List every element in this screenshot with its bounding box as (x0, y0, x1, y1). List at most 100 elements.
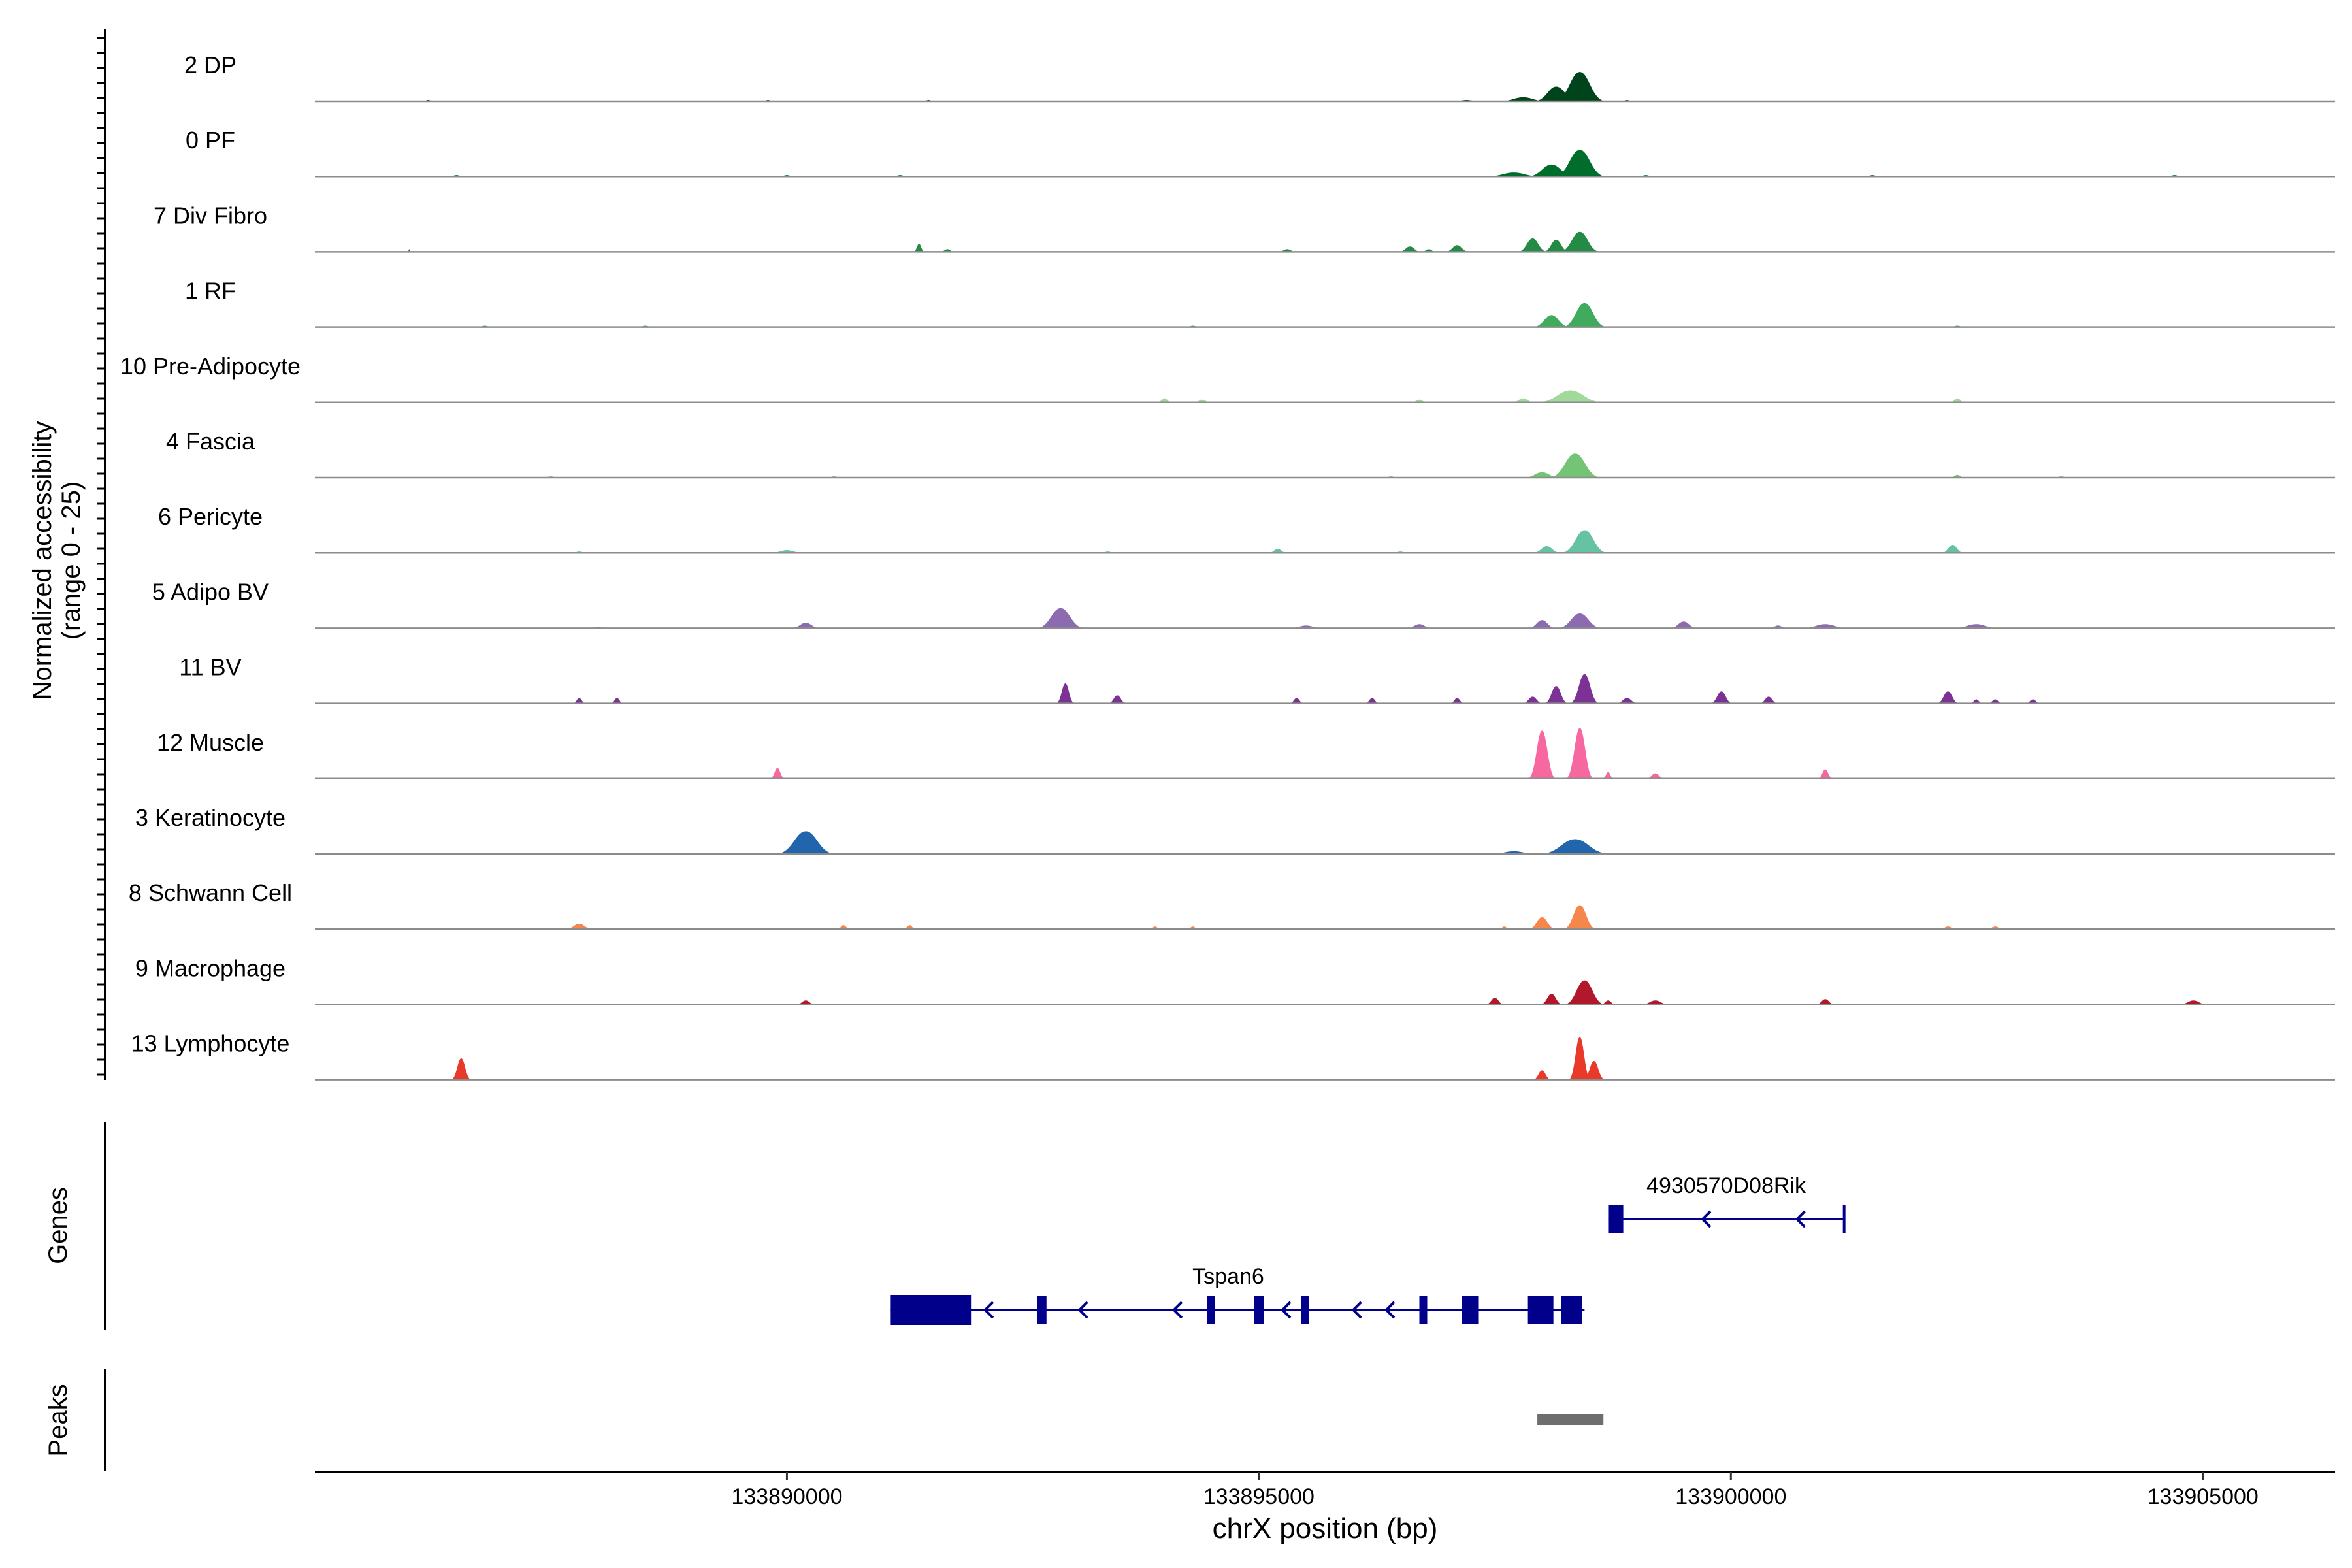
strand-arrow (1384, 1301, 1396, 1319)
coverage-peak (1364, 698, 1380, 704)
strand-arrow (983, 1301, 994, 1319)
track-label: 7 Div Fibro (154, 202, 267, 229)
strand-arrow (1464, 1301, 1476, 1319)
track-1: 0 PF (186, 127, 2335, 178)
coverage-peak (1056, 683, 1075, 704)
track-8: 11 BV (179, 654, 2335, 704)
coverage-peak (1969, 699, 1984, 704)
track-label: 2 DP (184, 52, 237, 78)
strand-arrow (1171, 1301, 1183, 1319)
strand-arrow (1281, 1301, 1292, 1319)
track-5: 4 Fascia (166, 428, 2335, 479)
coverage-peak (1816, 999, 1835, 1005)
coverage-peak (1557, 613, 1603, 629)
track-label: 9 Macrophage (135, 955, 286, 981)
coverage-peak (1485, 998, 1505, 1005)
peak-regions (1537, 1414, 1604, 1425)
coverage-peak (796, 1000, 815, 1005)
track-13: 13 Lymphocyte (131, 1030, 2335, 1081)
y-axis-title-line-2: (range 0 - 25) (57, 482, 86, 640)
coverage-peak (1527, 164, 1576, 177)
coverage-peak (1512, 398, 1535, 402)
coverage-peak (1522, 696, 1543, 704)
coverage-peak (1527, 917, 1556, 930)
coverage-peak (1569, 674, 1600, 704)
coverage-peak (451, 1058, 472, 1080)
gene-exon (1462, 1296, 1479, 1324)
coverage-peak (1533, 86, 1579, 101)
coverage-peak (1398, 246, 1422, 252)
track-label: 12 Muscle (157, 729, 264, 756)
track-label: 5 Adipo BV (152, 578, 269, 605)
gene-exon (1419, 1296, 1428, 1324)
coverage-peak (1539, 839, 1611, 854)
coverage-peak (1449, 698, 1465, 704)
track-4: 10 Pre-Adipocyte (120, 353, 2335, 404)
coverage-peak (1553, 150, 1607, 177)
coverage-peak (1532, 315, 1571, 327)
y-axis-title-line-1: Normalized accessibility (28, 421, 57, 700)
coverage-peak (1036, 608, 1086, 629)
gene-exon (1561, 1296, 1582, 1324)
x-tick-label: 133905000 (2148, 1484, 2259, 1509)
coverage-peak (903, 925, 917, 930)
track-3: 1 RF (185, 278, 2335, 328)
coverage-peak (1548, 453, 1602, 478)
gene-0: 4930570D08Rik (1608, 1173, 1846, 1233)
coverage-peak (1559, 231, 1601, 252)
coverage-peak (1710, 691, 1733, 704)
gene-annotations: 4930570D08Rik Tspan6 (890, 1173, 1846, 1325)
x-tick-label: 133900000 (1675, 1484, 1786, 1509)
coverage-peak (1107, 695, 1127, 704)
gene-exon (1254, 1296, 1264, 1324)
coverage-peak (776, 831, 836, 854)
coverage-peak (610, 698, 624, 704)
track-label: 8 Schwann Cell (129, 879, 292, 906)
coverage-peak (1563, 980, 1606, 1005)
coverage-peak (1952, 624, 2001, 629)
gene-exon (1301, 1296, 1309, 1324)
track-11: 8 Schwann Cell (129, 879, 2335, 930)
gene-exon (1608, 1205, 1624, 1233)
coverage-peak (1563, 905, 1597, 930)
track-label: 13 Lymphocyte (131, 1030, 290, 1057)
track-7: 5 Adipo BV (152, 578, 2335, 629)
coverage-peak (1445, 245, 1470, 252)
coverage-peak (1527, 620, 1556, 629)
track-6: 6 Pericyte (158, 503, 2335, 554)
track-2: 7 Div Fibro (154, 202, 2335, 253)
coverage-peak (572, 698, 586, 704)
coverage-peak (1289, 698, 1305, 704)
coverage-peak (1532, 1070, 1552, 1080)
coverage-peak (791, 623, 821, 629)
coverage-peak (1485, 172, 1543, 177)
coverage-peak (2179, 1000, 2208, 1005)
coverage-peak (1544, 686, 1569, 704)
coverage-peak (1268, 549, 1288, 553)
coverage-peak (913, 244, 925, 252)
gene-1: Tspan6 (890, 1264, 1585, 1325)
coverage-peak (1641, 1000, 1670, 1005)
track-label: 11 BV (179, 654, 241, 681)
coverage-peak (1540, 994, 1563, 1005)
strand-arrow (1351, 1301, 1362, 1319)
coverage-peak (1950, 398, 1965, 402)
coverage-peak (1600, 1000, 1616, 1005)
track-label: 4 Fascia (166, 428, 255, 455)
gene-name-label: 4930570D08Rik (1646, 1173, 1806, 1198)
strand-arrow (1795, 1210, 1806, 1228)
x-tick-label: 133895000 (1203, 1484, 1315, 1509)
coverage-peak (1582, 1061, 1606, 1080)
x-axis-ticks: 133890000 133895000 133900000 133905000 (731, 1472, 2259, 1509)
track-label: 0 PF (186, 127, 235, 154)
gene-exon (1207, 1296, 1215, 1324)
strand-arrow (1077, 1301, 1088, 1319)
coverage-peak (2025, 699, 2041, 704)
coverage-peak (1517, 238, 1548, 252)
coverage-peak (1561, 302, 1608, 327)
peaks-track-label: Peaks (44, 1384, 73, 1456)
coverage-peak (564, 924, 594, 930)
coverage-peak (1602, 772, 1614, 779)
coverage-peak (1536, 390, 1605, 402)
